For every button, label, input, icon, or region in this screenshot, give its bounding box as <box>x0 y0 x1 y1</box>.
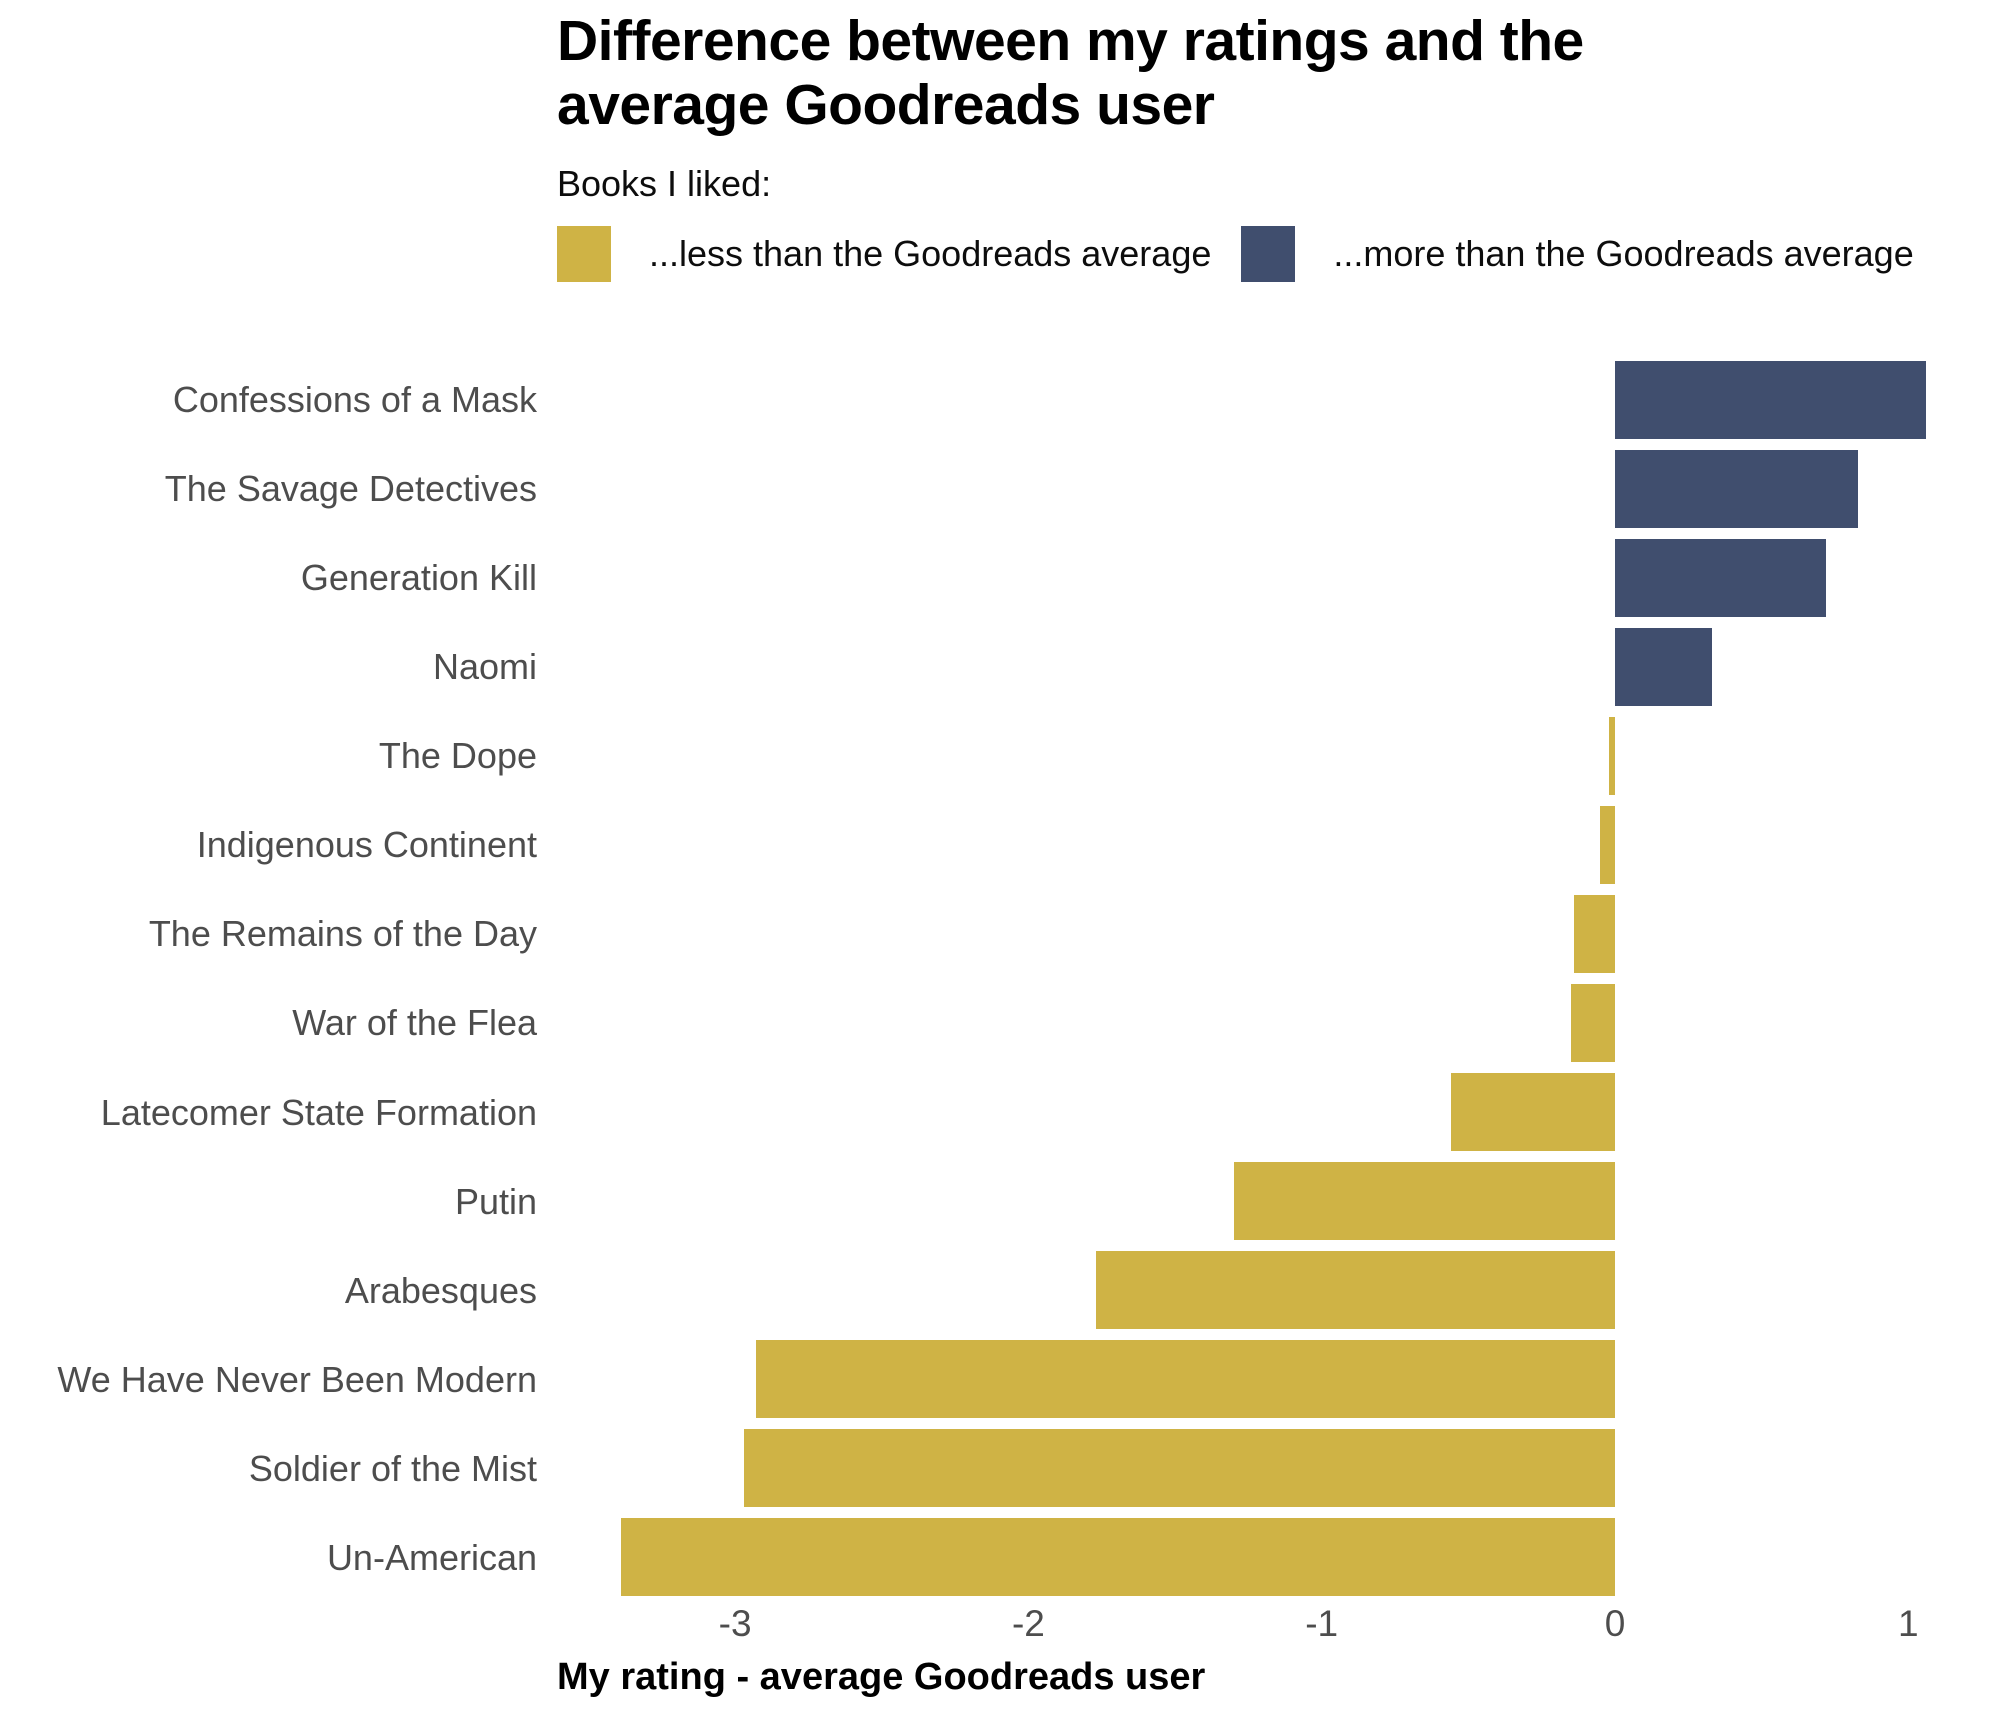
category-label: We Have Never Been Modern <box>57 1358 537 1400</box>
bar <box>620 1518 1615 1597</box>
bar <box>1573 894 1615 973</box>
category-label: The Remains of the Day <box>148 913 537 955</box>
x-tick-label: -1 <box>1305 1603 1339 1644</box>
category-label: Un-American <box>326 1536 537 1578</box>
x-tick-label: 1 <box>1898 1603 1919 1644</box>
x-tick-label: -2 <box>1011 1603 1045 1644</box>
category-label: Putin <box>454 1180 537 1222</box>
chart-title: Difference between my ratings and the av… <box>557 9 1584 137</box>
bar <box>1600 805 1615 884</box>
category-label: Indigenous Continent <box>196 824 537 866</box>
category-label: The Dope <box>378 735 537 777</box>
category-label: The Savage Detectives <box>164 468 537 510</box>
category-label: Naomi <box>432 646 537 688</box>
bar <box>1571 984 1615 1063</box>
bar <box>1615 449 1859 528</box>
bar <box>743 1429 1615 1508</box>
category-label: Latecomer State Formation <box>100 1091 537 1133</box>
x-tick-label: -3 <box>718 1603 752 1644</box>
category-label: War of the Flea <box>292 1002 537 1044</box>
bar <box>1450 1073 1615 1152</box>
bar <box>1615 360 1926 439</box>
legend-swatch-less-icon <box>557 226 611 282</box>
category-label: Arabesques <box>344 1269 537 1311</box>
bar <box>1615 538 1827 617</box>
bar <box>1609 716 1615 795</box>
legend-label-less: ...less than the Goodreads average <box>649 233 1212 274</box>
legend: ...less than the Goodreads average ...mo… <box>557 226 1944 282</box>
bar <box>1233 1162 1615 1241</box>
bar <box>755 1340 1615 1419</box>
x-tick-label: 0 <box>1604 1603 1626 1644</box>
category-label: Confessions of a Mask <box>172 379 537 420</box>
legend-label-more: ...more than the Goodreads average <box>1333 233 1914 274</box>
category-label: Soldier of the Mist <box>248 1447 537 1489</box>
category-label: Generation Kill <box>300 557 537 599</box>
bar <box>1615 627 1712 706</box>
x-axis-title: My rating - average Goodreads user <box>557 1656 1206 1698</box>
bar <box>1095 1251 1615 1330</box>
legend-swatch-more-icon <box>1241 226 1296 282</box>
legend-title: Books I liked: <box>557 163 772 204</box>
